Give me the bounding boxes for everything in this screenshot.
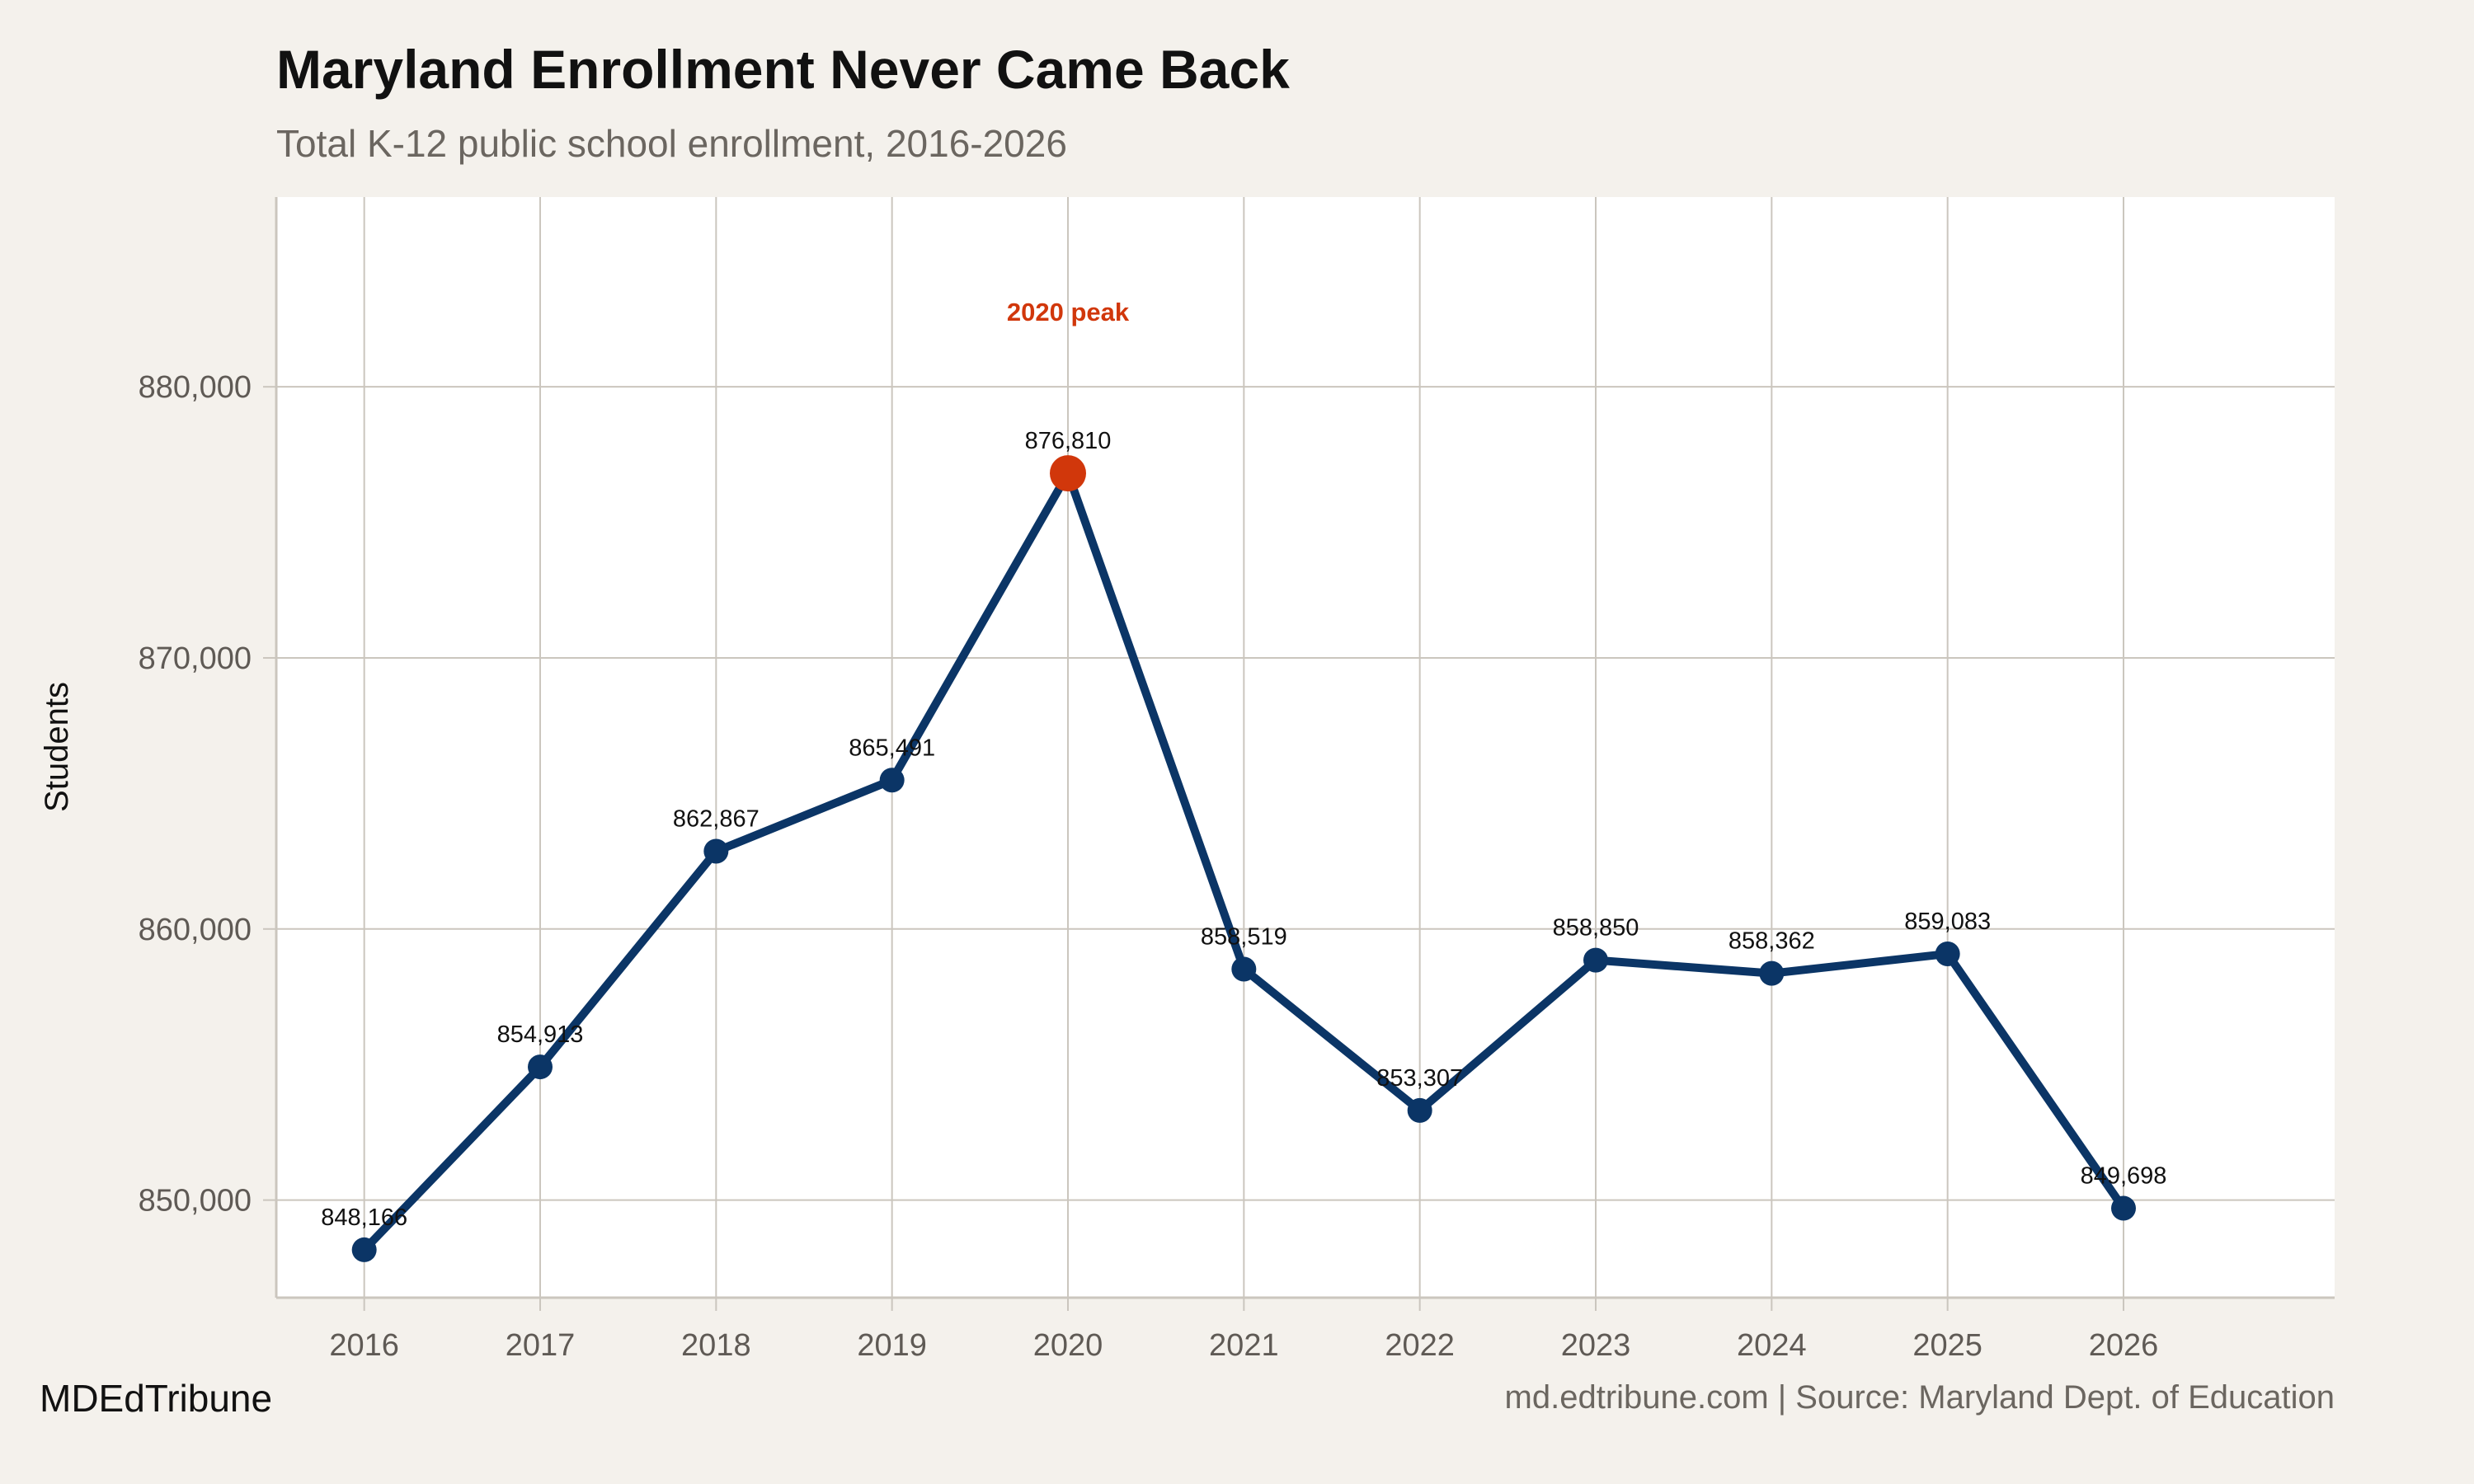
data-label: 858,850: [1553, 915, 1639, 942]
peak-annotation: 2020 peak: [1007, 298, 1130, 326]
data-label: 849,698: [2081, 1163, 2167, 1190]
x-tick-label: 2024: [1737, 1328, 1807, 1363]
x-tick-label: 2019: [857, 1328, 927, 1363]
x-tick-label: 2018: [681, 1328, 751, 1363]
chart-subtitle: Total K-12 public school enrollment, 201…: [276, 122, 1067, 165]
data-label: 862,867: [673, 806, 760, 833]
x-tick-label: 2026: [2089, 1328, 2159, 1363]
x-tick-label: 2016: [329, 1328, 399, 1363]
data-label: 858,519: [1201, 924, 1287, 951]
x-tick-label: 2020: [1033, 1328, 1103, 1363]
y-axis-label: Students: [39, 682, 75, 812]
data-label: 876,810: [1025, 428, 1112, 454]
data-point: [1231, 956, 1257, 982]
series-marks: 848,166 854,913 862,867 865,491 876,810 2020 …: [321, 298, 2166, 1262]
axes: 2016 2017 2018 2019 2020 2021 2022 2023 2024 2025…: [139, 197, 2335, 1363]
data-label: 865,491: [849, 735, 935, 761]
data-label: 848,166: [321, 1205, 407, 1231]
x-tick-label: 2022: [1385, 1328, 1455, 1363]
data-point: [528, 1054, 553, 1080]
chart-title: Maryland Enrollment Never Came Back: [276, 39, 1290, 100]
data-point: [1583, 947, 1608, 973]
y-tick-label: 850,000: [139, 1184, 252, 1219]
y-tick-label: 880,000: [139, 370, 252, 405]
data-point: [703, 838, 729, 864]
data-point: [1935, 941, 1960, 966]
data-point: [1407, 1097, 1432, 1123]
data-label: 858,362: [1729, 928, 1815, 955]
data-label: 859,083: [1904, 909, 1991, 935]
data-point: [2111, 1195, 2136, 1221]
data-point: [351, 1237, 377, 1262]
y-tick-label: 870,000: [139, 641, 252, 676]
footer-source: md.edtribune.com | Source: Maryland Dept…: [1505, 1379, 2335, 1416]
data-label: 853,307: [1376, 1065, 1463, 1092]
data-point: [879, 768, 905, 793]
x-tick-label: 2021: [1209, 1328, 1279, 1363]
footer-brand: MDEdTribune: [40, 1377, 272, 1420]
x-tick-label: 2017: [506, 1328, 576, 1363]
plot-panel: [276, 197, 2335, 1298]
x-tick-label: 2023: [1561, 1328, 1631, 1363]
peak-point: [1050, 455, 1086, 492]
x-tick-label: 2025: [1912, 1328, 1982, 1363]
gridlines: [276, 197, 2335, 1298]
data-label: 854,913: [497, 1021, 584, 1048]
data-point: [1759, 960, 1785, 986]
y-tick-label: 860,000: [139, 913, 252, 947]
